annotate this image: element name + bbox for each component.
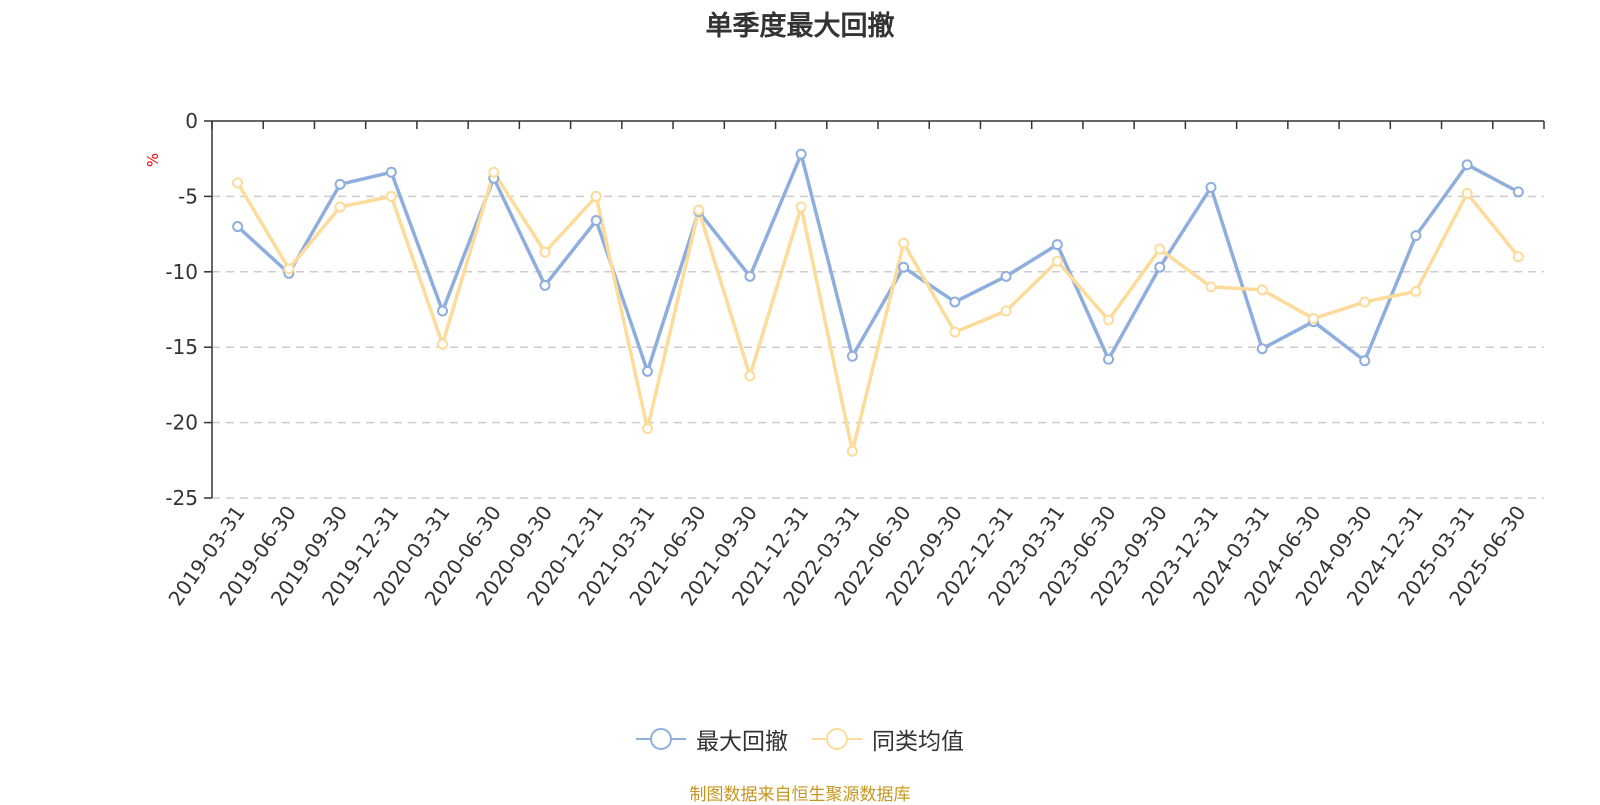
y-tick-label: 0 [185, 109, 198, 133]
data-point-s1 [590, 190, 602, 202]
data-point-s1 [1307, 313, 1319, 325]
data-point-s0 [539, 279, 551, 291]
data-point-s0 [1205, 181, 1217, 193]
data-point-s1 [1103, 314, 1115, 326]
data-point-s1 [1051, 255, 1063, 267]
y-tick-label: -5 [178, 184, 198, 208]
data-point-s0 [641, 365, 653, 377]
data-point-s0 [846, 350, 858, 362]
series-lines [236, 152, 1520, 454]
data-point-s1 [539, 246, 551, 258]
data-point-s1 [898, 237, 910, 249]
data-point-s1 [1359, 296, 1371, 308]
data-point-s1 [641, 423, 653, 435]
data-point-s0 [1000, 270, 1012, 282]
data-point-s0 [1359, 355, 1371, 367]
data-point-s1 [1410, 285, 1422, 297]
data-point-s0 [1410, 230, 1422, 242]
legend-marker-peer-average-icon [812, 728, 862, 750]
data-point-s0 [1461, 159, 1473, 171]
data-point-s1 [1000, 305, 1012, 317]
series-line-0 [236, 152, 1520, 374]
data-point-s1 [232, 177, 244, 189]
y-tick-label: -10 [165, 260, 198, 284]
data-point-s1 [795, 201, 807, 213]
data-point-s1 [1256, 284, 1268, 296]
data-point-s1 [283, 263, 295, 275]
data-point-s1 [1512, 251, 1524, 263]
data-point-s1 [437, 338, 449, 350]
data-points [232, 148, 1524, 457]
data-point-s1 [693, 204, 705, 216]
data-point-s0 [1154, 261, 1166, 273]
series-line-1 [236, 170, 1520, 454]
data-point-s1 [846, 445, 858, 457]
data-point-s0 [744, 270, 756, 282]
legend-item-peer-average[interactable]: 同类均值 [812, 722, 964, 756]
data-point-s0 [334, 178, 346, 190]
data-point-s0 [898, 261, 910, 273]
data-point-s1 [488, 166, 500, 178]
data-point-s0 [437, 305, 449, 317]
chart-title: 单季度最大回撤 [705, 11, 895, 42]
data-point-s0 [232, 221, 244, 233]
y-tick-label: -25 [165, 486, 198, 510]
data-point-s0 [1103, 353, 1115, 365]
data-point-s0 [795, 148, 807, 160]
data-point-s0 [590, 215, 602, 227]
data-point-s1 [334, 201, 346, 213]
legend-marker-max-drawdown-icon [636, 728, 686, 750]
data-point-s1 [744, 370, 756, 382]
data-point-s0 [1512, 186, 1524, 198]
legend-label-max-drawdown: 最大回撤 [696, 729, 788, 755]
y-tick-label: -15 [165, 335, 198, 359]
data-point-s1 [385, 190, 397, 202]
source-note: 制图数据来自恒生聚源数据库 [689, 785, 911, 805]
data-point-s0 [949, 296, 961, 308]
data-point-s1 [1154, 243, 1166, 255]
legend-item-max-drawdown[interactable]: 最大回撤 [636, 722, 788, 756]
data-point-s0 [385, 166, 397, 178]
legend: 最大回撤 同类均值 [0, 722, 1600, 756]
data-point-s1 [949, 326, 961, 338]
data-point-s0 [1051, 239, 1063, 251]
data-point-s0 [1256, 343, 1268, 355]
data-point-s1 [1205, 281, 1217, 293]
data-point-s1 [1461, 187, 1473, 199]
legend-label-peer-average: 同类均值 [872, 729, 964, 755]
y-axis-unit-label: % [144, 153, 162, 167]
y-tick-label: -20 [165, 411, 198, 435]
